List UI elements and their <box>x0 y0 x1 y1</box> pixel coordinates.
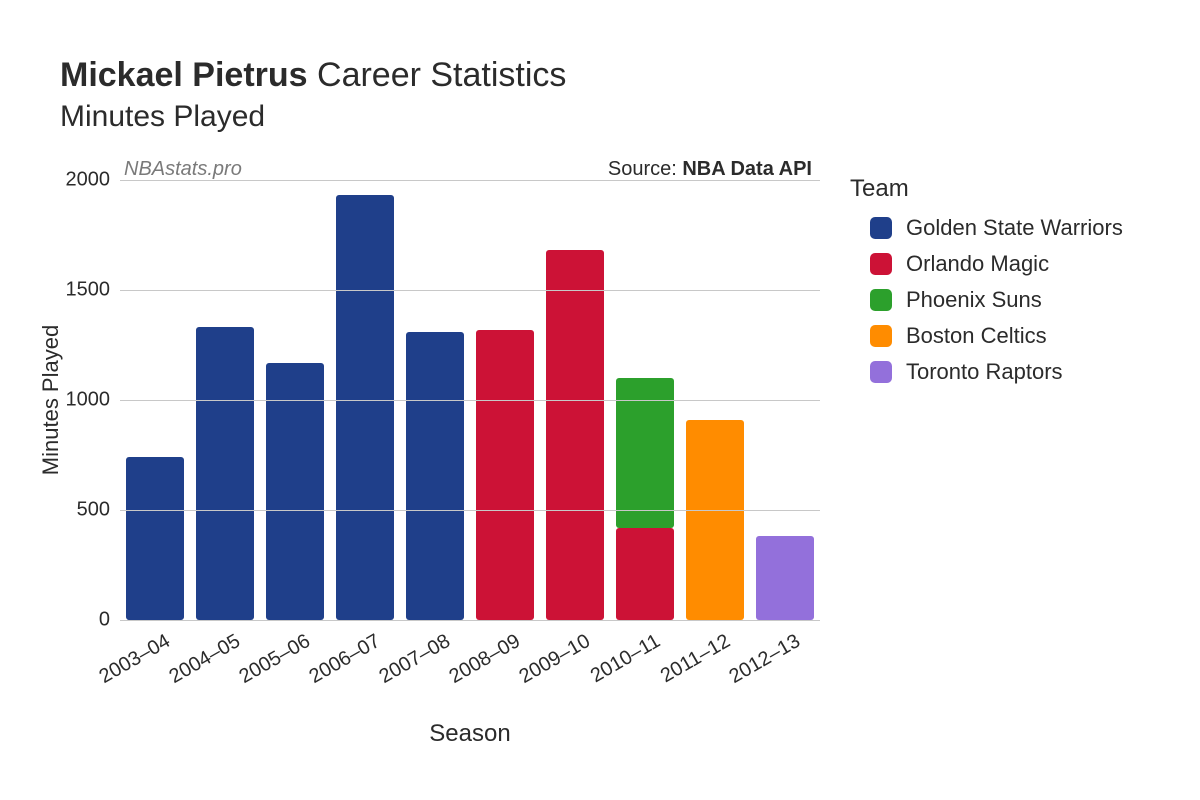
source-name: NBA Data API <box>682 158 812 180</box>
bar-segment <box>126 457 183 620</box>
chart-container: Mickael Pietrus Career Statistics Minute… <box>60 55 1150 134</box>
bar-segment <box>196 327 253 620</box>
chart-subtitle: Minutes Played <box>60 100 1150 134</box>
bar-segment <box>686 420 743 620</box>
bar-slot: 2006–07 <box>336 195 393 620</box>
watermark-text: NBAstats.pro <box>124 158 242 181</box>
legend-label: Orlando Magic <box>906 251 1049 277</box>
chart-title-line1: Mickael Pietrus Career Statistics <box>60 55 1150 96</box>
y-tick-label: 1500 <box>66 279 121 302</box>
legend-swatch <box>870 217 892 239</box>
bar-slot: 2005–06 <box>266 363 323 620</box>
plot-area: NBAstats.pro Source: NBA Data API 2003–0… <box>120 180 820 620</box>
bar-segment <box>336 195 393 620</box>
legend-items: Golden State Warriors Orlando Magic Phoeni… <box>850 215 1123 385</box>
bar-slot: 2004–05 <box>196 327 253 620</box>
x-axis-label: Season <box>429 720 510 748</box>
legend-item: Toronto Raptors <box>870 359 1123 385</box>
legend-item: Phoenix Suns <box>870 287 1123 313</box>
legend-swatch <box>870 361 892 383</box>
bar-slot: 2003–04 <box>126 457 183 620</box>
bar-segment <box>476 330 533 620</box>
title-player-name: Mickael Pietrus <box>60 56 308 94</box>
legend-title: Team <box>850 175 1123 203</box>
gridline <box>120 620 820 621</box>
bar-slot: 2011–12 <box>686 420 743 620</box>
legend-label: Boston Celtics <box>906 323 1047 349</box>
gridline <box>120 290 820 291</box>
legend-swatch <box>870 253 892 275</box>
bar-slot: 2009–10 <box>546 250 603 620</box>
bar-segment <box>546 250 603 620</box>
y-tick-label: 2000 <box>66 169 121 192</box>
y-tick-label: 1000 <box>66 389 121 412</box>
bar-segment <box>406 332 463 620</box>
legend-swatch <box>870 289 892 311</box>
bar-slot: 2007–08 <box>406 332 463 620</box>
gridline <box>120 510 820 511</box>
legend-label: Phoenix Suns <box>906 287 1042 313</box>
source-prefix: Source: <box>608 158 682 180</box>
y-tick-label: 500 <box>77 499 120 522</box>
gridline <box>120 400 820 401</box>
legend-item: Orlando Magic <box>870 251 1123 277</box>
legend-item: Golden State Warriors <box>870 215 1123 241</box>
source-label: Source: NBA Data API <box>608 158 812 181</box>
bar-segment <box>266 363 323 620</box>
bar-segment <box>756 536 813 620</box>
y-tick-label: 0 <box>99 609 120 632</box>
gridline <box>120 180 820 181</box>
legend-item: Boston Celtics <box>870 323 1123 349</box>
bar-slot: 2008–09 <box>476 330 533 620</box>
legend-label: Golden State Warriors <box>906 215 1123 241</box>
title-suffix: Career Statistics <box>308 56 567 94</box>
legend-label: Toronto Raptors <box>906 359 1063 385</box>
legend: Team Golden State Warriors Orlando Magic P… <box>850 175 1123 395</box>
bar-slot: 2012–13 <box>756 536 813 620</box>
bar-segment <box>616 528 673 620</box>
bar-slot: 2010–11 <box>616 378 673 620</box>
legend-swatch <box>870 325 892 347</box>
y-axis-label: Minutes Played <box>38 325 64 475</box>
